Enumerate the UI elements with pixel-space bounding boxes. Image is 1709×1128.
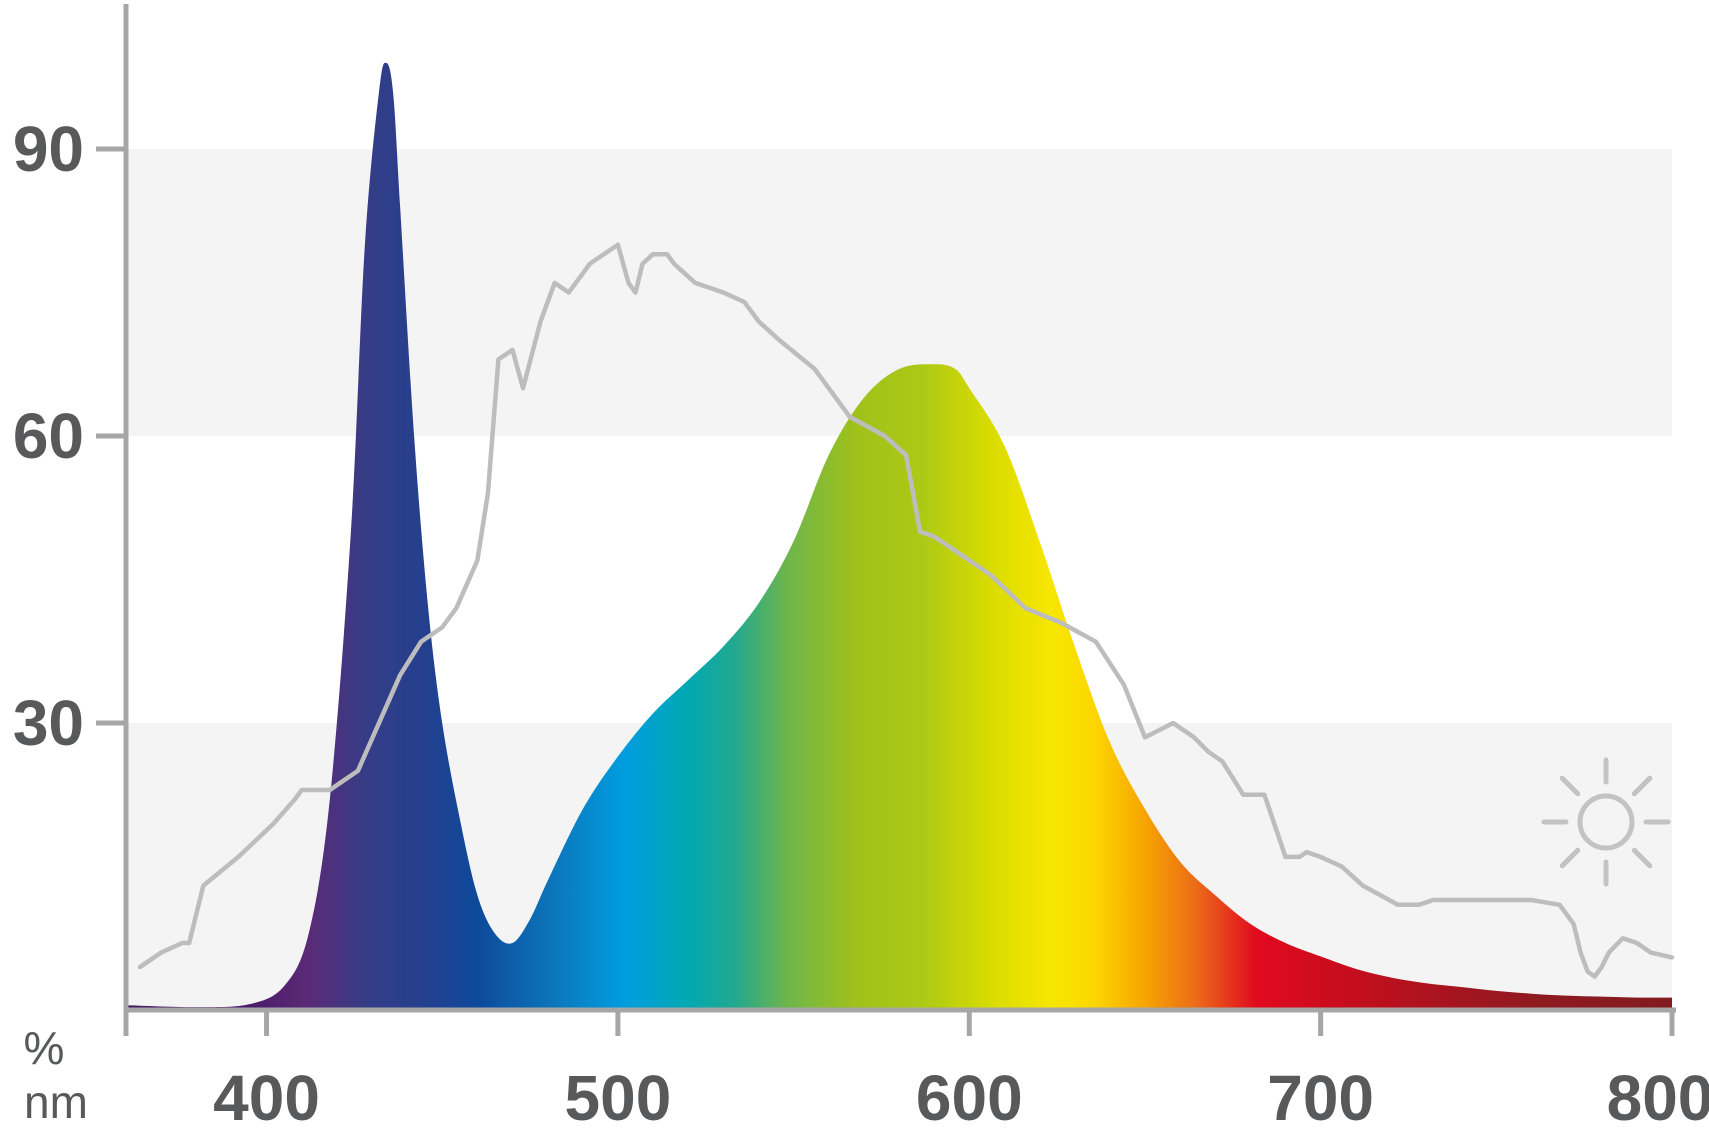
y-unit-label: % (24, 1022, 65, 1074)
sun-icon-ray (1631, 847, 1653, 869)
x-tick-label-600: 600 (916, 1062, 1023, 1128)
x-tick-label-800: 800 (1607, 1062, 1709, 1128)
y-tick-label-30: 30 (13, 687, 84, 759)
sun-icon-disc (1577, 793, 1635, 851)
reference-line-layer (137, 242, 1675, 979)
x-unit-label: nm (24, 1076, 88, 1128)
sun-icon-ray (1559, 775, 1581, 797)
sun-icon (1541, 757, 1671, 887)
x-tick-label-500: 500 (565, 1062, 672, 1128)
spectrum-area (126, 62, 1672, 1011)
x-tick-label-400: 400 (213, 1062, 320, 1128)
y-tick-label-90: 90 (13, 113, 84, 185)
sun-icon-ray (1559, 847, 1581, 869)
sun-icon-ray (1631, 775, 1653, 797)
sunlight-reference-line (137, 242, 1675, 979)
axes: 30 60 90 400 500 600 700 800 (13, 4, 1709, 1128)
y-tick-label-60: 60 (13, 400, 84, 472)
x-tick-label-700: 700 (1267, 1062, 1374, 1128)
spectrum-area-layer (126, 62, 1672, 1011)
